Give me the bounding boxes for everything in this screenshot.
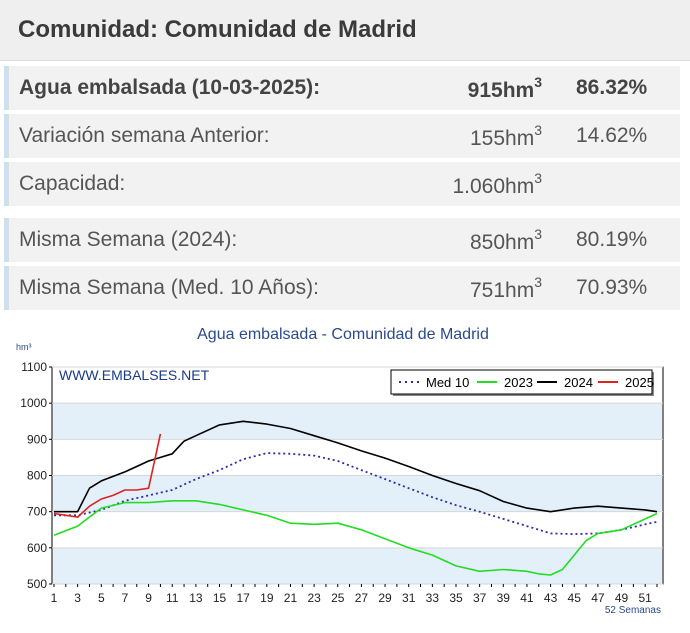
x-tick-label: 35 xyxy=(449,591,463,605)
y-tick-label: 1100 xyxy=(21,360,47,374)
y-tick-label: 800 xyxy=(27,469,47,483)
x-tick-label: 19 xyxy=(260,591,274,605)
x-tick-label: 43 xyxy=(544,591,558,605)
x-tick-label: 39 xyxy=(497,591,511,605)
series-lines xyxy=(53,420,658,576)
x-tick-label: 47 xyxy=(591,591,605,605)
row-percent: 14.62% xyxy=(576,124,648,147)
x-tick-label: 1 xyxy=(51,591,58,605)
series-line-2024 xyxy=(54,420,658,513)
row-label: Misma Semana (Med. 10 Años): xyxy=(19,276,319,299)
series-line-med-10 xyxy=(54,452,658,536)
x-tick-label: 27 xyxy=(355,591,369,605)
x-tick-label: 11 xyxy=(166,591,179,605)
x-tick-label: 5 xyxy=(98,591,105,605)
x-axis-label: 52 Semanas xyxy=(605,605,661,616)
x-tick-label: 49 xyxy=(615,591,629,605)
row-value: 850hm3 xyxy=(469,226,542,254)
x-tick-label: 37 xyxy=(473,591,487,605)
row-variacion: Variación semana Anterior: 155hm3 14.62% xyxy=(4,114,680,158)
row-label: Agua embalsada (10-03-2025): xyxy=(19,76,321,99)
row-percent: 80.19% xyxy=(576,228,648,251)
y-tick-label: 600 xyxy=(27,541,47,555)
y-tick-label: 500 xyxy=(27,577,47,591)
y-tick-label: 700 xyxy=(27,505,47,519)
reservoir-chart: Agua embalsada - Comunidad de Madrid hm³… xyxy=(16,326,664,616)
chart-title: Agua embalsada - Comunidad de Madrid xyxy=(197,326,489,343)
x-tick-label: 29 xyxy=(378,591,392,605)
x-tick-label: 15 xyxy=(213,591,227,605)
x-tick-labels: 1 3 5 7 9 11 13 15 17 19 21 23 25 27 29 31 33 35 37 39 41 43 4… xyxy=(51,584,658,605)
plot-band xyxy=(53,403,662,440)
grid-lines xyxy=(52,366,663,585)
legend-label: 2024 xyxy=(564,375,593,390)
x-tick-label: 51 xyxy=(638,591,652,605)
row-percent: 86.32% xyxy=(576,76,648,99)
row-agua-embalsada: Agua embalsada (10-03-2025): 915hm3 86.3… xyxy=(4,66,680,110)
y-tick-label: 1000 xyxy=(20,396,47,410)
row-misma-semana-2024: Misma Semana (2024): 850hm3 80.19% xyxy=(4,218,680,262)
x-tick-label: 13 xyxy=(189,591,203,605)
x-tick-label: 21 xyxy=(284,591,298,605)
row-label: Variación semana Anterior: xyxy=(19,124,270,147)
x-tick-label: 25 xyxy=(331,591,345,605)
x-tick-label: 17 xyxy=(236,591,250,605)
plot-band xyxy=(53,547,662,584)
x-tick-label: 33 xyxy=(426,591,440,605)
x-tick-label: 45 xyxy=(568,591,582,605)
row-label: Capacidad: xyxy=(19,172,126,195)
legend-label: 2023 xyxy=(504,375,533,390)
row-value: 1.060hm3 xyxy=(452,170,542,198)
y-tick-label: 900 xyxy=(27,432,47,446)
x-tick-label: 9 xyxy=(145,591,152,605)
legend: Med 10 2023 2024 2025 xyxy=(390,369,654,396)
row-misma-semana-med10: Misma Semana (Med. 10 Años): 751hm3 70.9… xyxy=(4,266,680,310)
row-value: 915hm3 xyxy=(467,74,542,102)
row-capacidad: Capacidad: 1.060hm3 xyxy=(4,162,680,206)
plot-band xyxy=(53,475,662,512)
row-label: Misma Semana (2024): xyxy=(19,228,238,251)
y-tick-labels: 500 600 700 800 900 1000 1100 xyxy=(20,360,52,591)
legend-label: Med 10 xyxy=(426,375,469,390)
x-tick-label: 41 xyxy=(520,591,534,605)
x-tick-label: 23 xyxy=(307,591,321,605)
series-line-2023 xyxy=(53,500,658,576)
header-bar: Comunidad: Comunidad de Madrid xyxy=(0,0,690,61)
y-axis-unit: hm³ xyxy=(16,342,32,352)
row-percent: 70.93% xyxy=(576,276,648,299)
x-tick-label: 31 xyxy=(402,591,416,605)
page-title: Comunidad: Comunidad de Madrid xyxy=(18,16,417,43)
series-line-2025 xyxy=(53,433,162,518)
row-value: 751hm3 xyxy=(469,274,542,302)
x-tick-label: 7 xyxy=(122,591,129,605)
legend-label: 2025 xyxy=(625,375,654,390)
row-value: 155hm3 xyxy=(469,122,542,150)
x-tick-label: 3 xyxy=(74,591,81,605)
watermark: WWW.EMBALSES.NET xyxy=(59,367,210,383)
